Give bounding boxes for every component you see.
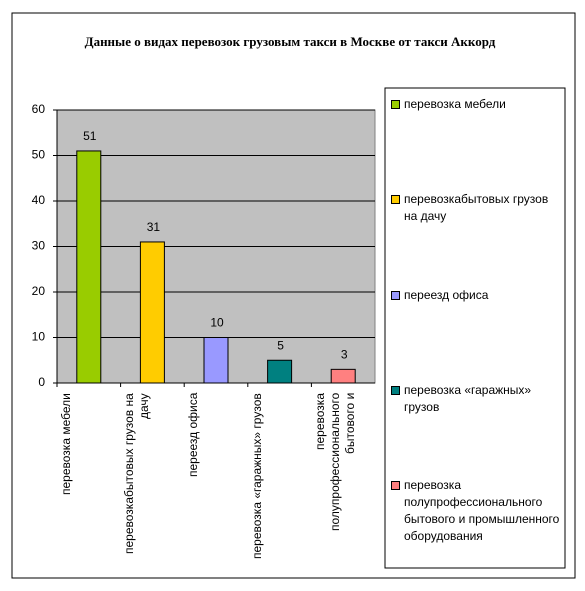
legend-label: перевозка полупрофессионального бытового… bbox=[404, 478, 560, 543]
data-label: 3 bbox=[341, 348, 348, 362]
legend-swatch bbox=[391, 291, 400, 300]
y-tick-label: 10 bbox=[32, 330, 46, 344]
x-tick-label: перевозка «гаражных» грузов bbox=[249, 393, 264, 559]
bar bbox=[139, 241, 165, 384]
x-tick-label: перевозкабытовых грузов на дачу bbox=[122, 393, 152, 554]
x-tick-label: перевозка мебели bbox=[58, 393, 73, 495]
data-label: 31 bbox=[147, 220, 161, 234]
y-tick-label: 20 bbox=[32, 284, 46, 298]
legend-swatch bbox=[391, 386, 400, 395]
chart-title: Данные о видах перевозок грузовым такси … bbox=[84, 34, 496, 49]
x-tick-label: переезд офиса bbox=[186, 393, 200, 478]
bar bbox=[203, 337, 229, 384]
data-label: 10 bbox=[210, 316, 224, 330]
frame bbox=[11, 12, 576, 579]
legend-label: переезд офиса bbox=[404, 288, 489, 302]
legend-label: перевозка мебели bbox=[404, 97, 506, 111]
y-tick-label: 50 bbox=[32, 148, 46, 162]
bar bbox=[330, 368, 356, 384]
x-tick-label: перевозка полупрофессионального бытового… bbox=[313, 393, 358, 532]
legend-swatch bbox=[391, 100, 400, 109]
legend-box bbox=[384, 87, 566, 569]
legend-swatch bbox=[391, 195, 400, 204]
y-tick-label: 40 bbox=[32, 193, 46, 207]
y-tick-label: 30 bbox=[32, 239, 46, 253]
legend-swatch bbox=[391, 481, 400, 490]
bar bbox=[76, 150, 102, 384]
legend-label: перевозка «гаражных» грузов bbox=[404, 383, 532, 414]
y-tick-label: 0 bbox=[38, 375, 45, 389]
legend-label: перевозкабытовых грузов на дачу bbox=[404, 192, 549, 223]
data-label: 5 bbox=[277, 338, 284, 352]
y-tick-label: 60 bbox=[32, 102, 46, 116]
bar bbox=[267, 359, 293, 384]
data-label: 51 bbox=[83, 129, 97, 143]
